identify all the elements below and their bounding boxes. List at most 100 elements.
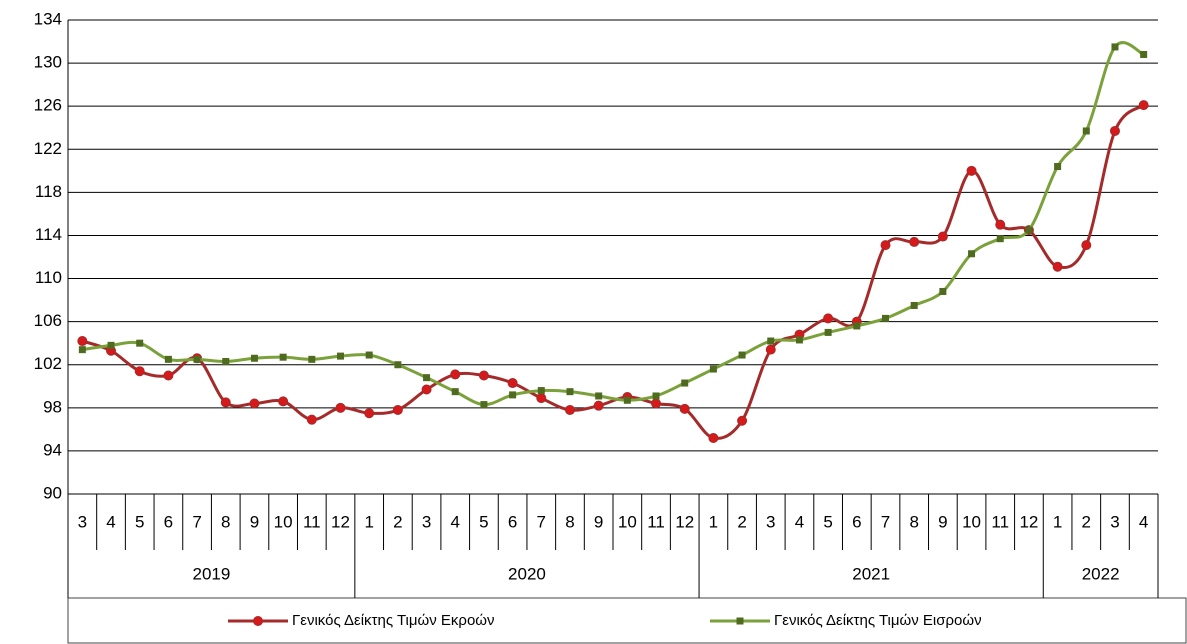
x-tick-label: 12: [675, 512, 694, 531]
x-tick-label: 11: [991, 512, 1009, 531]
x-tick-label: 3: [422, 512, 431, 531]
point: [1140, 50, 1148, 58]
y-tick-label: 122: [34, 139, 62, 158]
point: [909, 236, 920, 247]
point: [1082, 127, 1090, 135]
point: [193, 355, 201, 363]
x-tick-label: 5: [479, 512, 488, 531]
y-tick-label: 114: [35, 225, 62, 244]
x-tick-label: 12: [1019, 512, 1038, 531]
point: [593, 400, 604, 411]
point: [564, 404, 575, 415]
x-group-label: 2020: [508, 564, 546, 583]
x-tick-label: 1: [709, 512, 718, 531]
point: [364, 408, 375, 419]
legend-marker: [736, 617, 744, 625]
point: [163, 370, 174, 381]
point: [623, 396, 631, 404]
point: [823, 313, 834, 324]
x-tick-label: 3: [766, 512, 775, 531]
point: [308, 355, 316, 363]
point: [77, 336, 88, 347]
y-tick-label: 106: [34, 311, 62, 330]
x-tick-label: 4: [795, 512, 804, 531]
point: [335, 402, 346, 413]
point: [853, 322, 861, 330]
y-tick-label: 90: [43, 483, 62, 502]
legend-marker: [253, 616, 263, 626]
x-tick-label: 2: [1082, 512, 1091, 531]
point: [880, 240, 891, 251]
point: [536, 393, 547, 404]
point: [910, 301, 918, 309]
x-tick-label: 11: [647, 512, 665, 531]
x-tick-label: 8: [565, 512, 574, 531]
x-tick-label: 6: [852, 512, 861, 531]
point: [337, 352, 344, 360]
legend-box: [67, 597, 1187, 644]
x-tick-label: 2: [393, 512, 402, 531]
point: [78, 346, 86, 354]
point: [652, 392, 660, 400]
point: [250, 354, 258, 362]
x-tick-label: 8: [909, 512, 918, 531]
point: [278, 396, 289, 407]
point: [220, 397, 231, 408]
point: [136, 339, 144, 347]
point: [566, 388, 574, 396]
x-tick-label: 1: [1053, 512, 1062, 531]
point: [478, 370, 489, 381]
x-group-label: 2022: [1082, 564, 1120, 583]
x-tick-label: 1: [364, 512, 373, 531]
point: [595, 392, 603, 400]
point: [681, 379, 689, 387]
point: [968, 250, 976, 258]
point: [394, 361, 402, 369]
y-tick-label: 98: [43, 397, 62, 416]
point: [164, 355, 172, 363]
x-tick-label: 10: [274, 512, 293, 531]
point: [1052, 261, 1063, 272]
point: [795, 336, 803, 344]
point: [222, 357, 230, 365]
point: [480, 401, 488, 409]
x-tick-label: 5: [135, 512, 144, 531]
x-tick-label: 3: [78, 512, 87, 531]
point: [421, 384, 432, 395]
y-tick-label: 102: [34, 354, 62, 373]
x-group-label: 2021: [852, 564, 890, 583]
point: [509, 391, 517, 399]
x-tick-label: 10: [962, 512, 981, 531]
point: [1109, 125, 1120, 136]
point: [651, 398, 662, 409]
x-tick-label: 2: [737, 512, 746, 531]
point: [824, 328, 832, 336]
legend-label: Γενικός Δείκτης Τιμών Εισροών: [774, 612, 982, 629]
x-tick-label: 3: [1110, 512, 1119, 531]
x-tick-label: 12: [331, 512, 350, 531]
point: [365, 351, 373, 359]
point: [767, 337, 775, 345]
point: [306, 414, 317, 425]
x-tick-label: 7: [192, 512, 201, 531]
x-tick-label: 10: [618, 512, 637, 531]
point: [134, 366, 145, 377]
point: [738, 351, 746, 359]
x-tick-label: 4: [1139, 512, 1148, 531]
point: [765, 344, 776, 355]
point: [882, 314, 889, 322]
y-tick-label: 94: [43, 440, 62, 459]
x-tick-label: 9: [250, 512, 259, 531]
point: [537, 387, 545, 395]
x-tick-label: 4: [451, 512, 460, 531]
point: [966, 165, 977, 176]
x-tick-label: 7: [881, 512, 890, 531]
point: [1111, 43, 1119, 51]
x-tick-label: 9: [594, 512, 603, 531]
point: [939, 287, 947, 295]
y-tick-label: 118: [35, 182, 62, 201]
x-tick-label: 11: [303, 512, 321, 531]
x-tick-label: 8: [221, 512, 230, 531]
y-tick-label: 110: [35, 268, 62, 287]
